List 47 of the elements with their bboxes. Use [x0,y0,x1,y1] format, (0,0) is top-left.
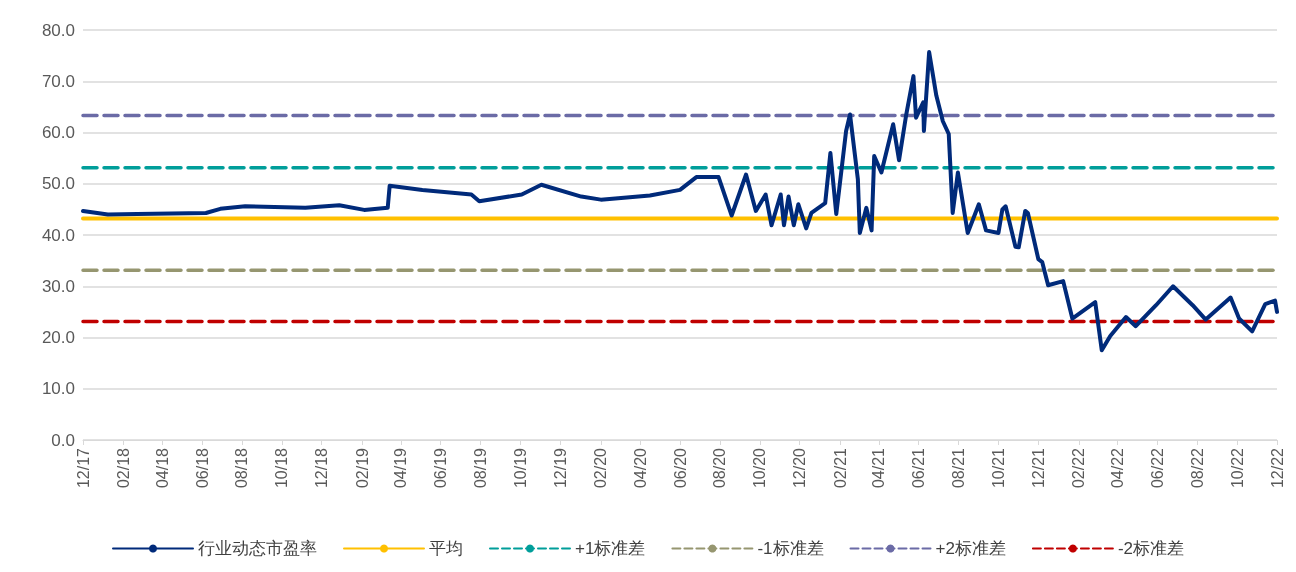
x-tick-label: 02/22 [1070,447,1088,489]
x-tick-label: 06/22 [1148,447,1166,489]
x-tick-label: 12/20 [791,447,809,489]
x-tick-label: 08/21 [950,447,968,489]
y-tick-label: 60.0 [41,123,75,142]
x-tick-label: 12/19 [551,447,569,489]
y-tick-label: 40.0 [41,225,75,245]
x-tick-label: 04/22 [1108,447,1126,489]
x-tick-label: 04/20 [631,447,649,489]
x-tick-label: 12/17 [74,447,92,489]
x-tick-label: 08/18 [233,447,251,489]
x-tick-label: 04/21 [870,447,888,489]
x-tick-label: 12/21 [1029,447,1047,489]
x-tick-label: 10/22 [1228,447,1246,489]
x-tick-label: 04/18 [153,447,171,489]
x-tick-label: 02/21 [831,447,849,489]
x-tick-label: 06/21 [910,447,928,489]
legend-label: -2标准差 [1117,539,1185,558]
legend-label: 行业动态市盈率 [198,539,317,558]
x-tick-label: 12/22 [1268,447,1286,489]
legend-label: +1标准差 [575,539,646,558]
x-tick-label: 06/20 [671,447,689,489]
y-tick-label: 0.0 [51,430,75,450]
y-tick-label: 30.0 [41,276,75,296]
legend-label: +2标准差 [935,539,1006,558]
y-tick-label: 80.0 [41,20,75,40]
y-tick-label: 10.0 [41,379,75,399]
x-tick-label: 10/21 [989,447,1007,489]
y-tick-label: 50.0 [41,174,75,194]
x-tick-label: 10/19 [511,447,529,489]
x-tick-label: 02/18 [115,447,133,489]
x-tick-label: 08/22 [1188,447,1206,489]
legend-label: 平均 [429,539,463,558]
x-tick-label: 02/20 [592,447,610,489]
x-tick-label: 10/20 [751,447,769,489]
x-tick-label: 02/19 [353,447,371,489]
line-series [81,50,1279,353]
x-tick-label: 12/18 [313,447,331,489]
y-tick-label: 70.0 [41,71,75,91]
x-tick-label: 04/19 [392,447,410,489]
x-tick-label: 10/18 [273,447,291,489]
y-tick-label: 20.0 [41,328,75,347]
x-tick-label: 08/19 [472,447,490,489]
legend-label: -1标准差 [757,539,824,558]
x-tick-label: 06/18 [193,447,211,489]
x-tick-label: 06/19 [432,447,450,489]
x-tick-label: 08/20 [711,447,729,489]
